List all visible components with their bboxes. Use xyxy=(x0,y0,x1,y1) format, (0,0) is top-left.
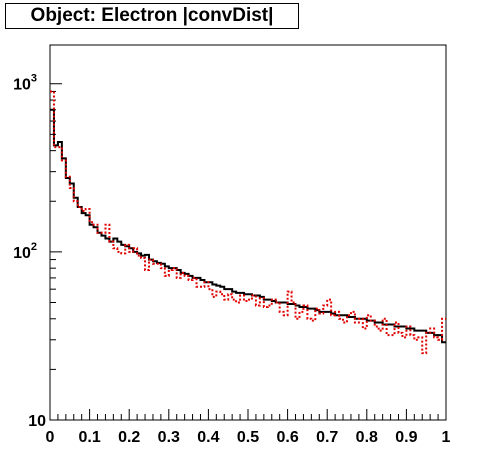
x-tick-label: 0.7 xyxy=(316,429,338,446)
x-tick-label: 0.8 xyxy=(356,429,378,446)
x-tick-label: 0.9 xyxy=(395,429,417,446)
y-tick-label: 102 xyxy=(13,241,37,262)
x-tick-label: 0.4 xyxy=(197,429,219,446)
x-tick-label: 0.1 xyxy=(78,429,100,446)
histogram-black-solid xyxy=(50,108,446,344)
y-tick-label: 103 xyxy=(13,73,37,94)
histogram-red-dotted xyxy=(50,90,446,355)
x-tick-label: 0.6 xyxy=(276,429,298,446)
x-tick-label: 0.2 xyxy=(118,429,140,446)
x-tick-label: 0 xyxy=(46,429,55,446)
chart-title: Object: Electron |convDist| xyxy=(5,3,299,29)
y-tick-label: 10 xyxy=(28,413,46,430)
x-tick-label: 0.5 xyxy=(237,429,259,446)
x-tick-label: 0.3 xyxy=(158,429,180,446)
x-tick-label: 1 xyxy=(442,429,451,446)
